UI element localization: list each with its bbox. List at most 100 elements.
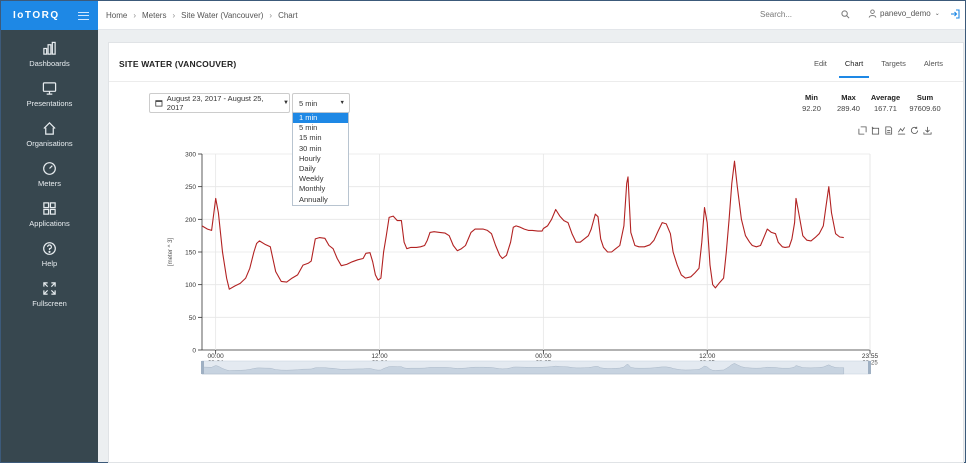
interval-option[interactable]: 15 min <box>299 133 322 143</box>
interval-dropdown: 1 min 5 min 15 min 30 min Hourly Daily W… <box>292 112 349 206</box>
stat-label: Sum <box>916 93 934 102</box>
download-icon[interactable] <box>923 126 932 135</box>
sidebar: IoTORQ Dashboards Presentations Organisa… <box>1 1 98 462</box>
y-tick-label: 100 <box>185 282 196 289</box>
sidebar-item-organisations[interactable]: Organisations <box>1 114 98 154</box>
date-range-picker[interactable]: August 23, 2017 - August 25, 2017 ▼ <box>149 93 290 113</box>
search-icon[interactable] <box>841 10 850 19</box>
stat-value: 97609.60 <box>909 104 941 113</box>
stat-label: Average <box>870 93 901 102</box>
sidebar-item-dashboards[interactable]: Dashboards <box>1 34 98 74</box>
tab-chart[interactable]: Chart <box>838 59 870 78</box>
stat-average: Average 167.71 <box>867 93 904 113</box>
caret-down-icon: ▼ <box>339 100 345 106</box>
gauge-icon <box>43 161 56 175</box>
chevron-right-icon: › <box>133 10 137 20</box>
breadcrumb-meter[interactable]: Site Water (Vancouver) <box>181 10 264 20</box>
breadcrumb: Home › Meters › Site Water (Vancouver) ›… <box>98 11 298 20</box>
sidebar-item-applications[interactable]: Applications <box>1 194 98 234</box>
sidebar-item-label: Presentations <box>26 98 73 108</box>
date-range-value: August 23, 2017 - August 25, 2017 <box>166 94 264 112</box>
calendar-icon <box>155 100 163 107</box>
breadcrumb-meters[interactable]: Meters <box>142 10 167 20</box>
card-tabs: Edit Chart Targets Alerts <box>802 59 949 78</box>
home-icon <box>43 121 56 135</box>
tab-alerts[interactable]: Alerts <box>923 59 943 68</box>
y-tick-label: 250 <box>185 184 196 191</box>
interval-option[interactable]: Weekly <box>299 174 324 184</box>
x-tick-time: 12:00 <box>371 353 388 360</box>
sidebar-item-label: Meters <box>38 178 61 188</box>
tab-edit[interactable]: Edit <box>813 59 827 68</box>
sidebar-nav: Dashboards Presentations Organisations M… <box>1 30 98 314</box>
sidebar-item-fullscreen[interactable]: Fullscreen <box>1 274 98 314</box>
interval-option[interactable]: 30 min <box>299 143 322 153</box>
monitor-icon <box>42 81 57 95</box>
logo-bar: IoTORQ <box>1 1 98 30</box>
chevron-down-icon: ⌄ <box>934 11 940 17</box>
restore-icon[interactable] <box>910 126 919 135</box>
user-icon <box>868 9 877 18</box>
card-divider <box>109 81 963 82</box>
zoom-reset-icon[interactable] <box>871 126 880 135</box>
user-name: panevo_demo <box>880 9 931 18</box>
y-tick-label: 200 <box>185 217 196 224</box>
bar-chart-icon <box>43 41 56 55</box>
user-menu[interactable]: panevo_demo ⌄ <box>868 9 940 18</box>
search-placeholder: Search... <box>760 10 793 19</box>
breadcrumb-current: Chart <box>278 10 298 20</box>
x-tick-time: 12:00 <box>699 353 716 360</box>
caret-down-icon: ▼ <box>283 100 289 106</box>
stat-max: Max 289.40 <box>830 93 867 113</box>
sidebar-item-label: Applications <box>29 218 70 228</box>
search-input[interactable]: Search... <box>760 10 850 19</box>
y-tick-label: 300 <box>185 152 196 159</box>
stat-label: Max <box>841 93 856 102</box>
menu-toggle-icon[interactable] <box>78 11 89 20</box>
sidebar-item-help[interactable]: Help <box>1 234 98 274</box>
x-tick-time: 23:55 <box>862 353 879 360</box>
interval-option[interactable]: Monthly <box>299 184 326 194</box>
stat-min: Min 92.20 <box>793 93 830 113</box>
interval-option[interactable]: Daily <box>299 163 316 173</box>
interval-option[interactable]: Hourly <box>299 153 321 163</box>
y-tick-label: 0 <box>192 348 196 355</box>
stat-value: 92.20 <box>802 104 821 113</box>
sidebar-item-label: Fullscreen <box>32 298 67 308</box>
help-icon <box>43 241 56 255</box>
zoom-select-icon[interactable] <box>858 126 867 135</box>
breadcrumb-home[interactable]: Home <box>106 10 128 20</box>
stat-value: 289.40 <box>837 104 860 113</box>
data-view-icon[interactable] <box>884 126 893 135</box>
stats-summary: Min 92.20 Max 289.40 Average 167.71 Sum … <box>793 93 946 113</box>
x-tick-time: 00:00 <box>535 353 552 360</box>
sidebar-item-presentations[interactable]: Presentations <box>1 74 98 114</box>
fullscreen-icon <box>43 281 56 295</box>
chevron-right-icon: › <box>172 10 176 20</box>
data-zoom-preview <box>201 363 845 375</box>
sidebar-item-label: Help <box>41 258 58 268</box>
sidebar-item-label: Organisations <box>26 138 73 148</box>
chart-type-icon[interactable] <box>897 126 906 135</box>
data-zoom-handle-right[interactable] <box>868 361 871 374</box>
stat-value: 167.71 <box>874 104 897 113</box>
interval-option[interactable]: Annually <box>299 194 328 204</box>
y-tick-label: 150 <box>185 250 196 257</box>
data-zoom-handle-left[interactable] <box>201 361 204 374</box>
app-logo[interactable]: IoTORQ <box>13 10 60 21</box>
tab-targets[interactable]: Targets <box>881 59 906 68</box>
logout-icon[interactable] <box>950 9 960 21</box>
grid-icon <box>43 201 56 215</box>
x-tick-time: 00:00 <box>208 353 225 360</box>
chevron-right-icon: › <box>269 10 273 20</box>
meter-chart-card: SITE WATER (VANCOUVER) Edit Chart Target… <box>108 42 964 463</box>
y-tick-label: 50 <box>189 315 197 322</box>
interval-option[interactable]: 1 min <box>293 113 348 124</box>
sidebar-item-meters[interactable]: Meters <box>1 154 98 194</box>
card-title: SITE WATER (VANCOUVER) <box>119 59 237 69</box>
interval-option[interactable]: 5 min <box>299 123 318 133</box>
top-bar: Home › Meters › Site Water (Vancouver) ›… <box>98 1 965 30</box>
sidebar-item-label: Dashboards <box>29 58 70 68</box>
interval-value: 5 min <box>299 98 318 108</box>
